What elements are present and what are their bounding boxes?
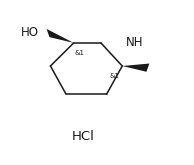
Text: &1: &1 [75,50,85,56]
Text: &1: &1 [110,73,120,79]
Polygon shape [122,64,149,72]
Text: HCl: HCl [72,131,95,143]
Text: NH: NH [126,36,144,49]
Text: HO: HO [21,27,39,39]
Polygon shape [47,29,74,43]
